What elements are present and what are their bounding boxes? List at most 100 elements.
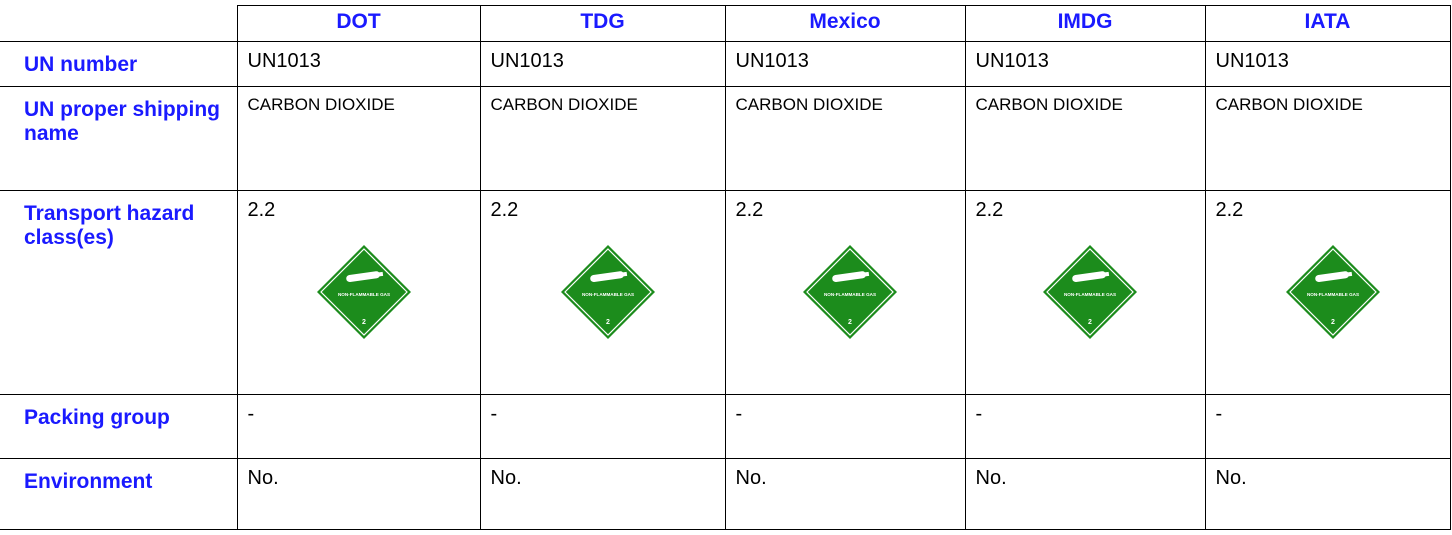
placard-diamond bbox=[1043, 245, 1137, 339]
table-row: UN proper shipping name CARBON DIOXIDE CAR… bbox=[0, 86, 1451, 191]
placard-border bbox=[319, 248, 408, 336]
cylinder-valve bbox=[1347, 271, 1352, 277]
cell-text: CARBON DIOXIDE bbox=[247, 95, 395, 114]
cell-text: UN1013 bbox=[735, 50, 809, 72]
placard-diamond bbox=[1285, 245, 1380, 339]
cylinder-valve bbox=[1104, 271, 1110, 277]
placard-label: NON-FLAMMABLE GAS bbox=[1064, 292, 1116, 297]
cell-text: 2.2 bbox=[1215, 199, 1244, 221]
data-cell: No. bbox=[1204, 458, 1451, 530]
gas-cylinder bbox=[1072, 271, 1110, 283]
column-header: Mexico bbox=[724, 5, 966, 42]
cell-text: - bbox=[490, 403, 498, 425]
data-cell: UN1013 bbox=[724, 41, 966, 87]
hazard-placard: NON-FLAMMABLE GAS 2 bbox=[316, 245, 411, 339]
row-label-cell: UN proper shipping name bbox=[0, 86, 238, 191]
column-header: DOT bbox=[236, 5, 481, 42]
table-row: Environment No. No. No. No. No. bbox=[0, 458, 1451, 530]
cell-text: - bbox=[247, 403, 255, 425]
gas-cylinder bbox=[832, 271, 870, 283]
cell-text: No. bbox=[735, 467, 767, 489]
placard-label: NON-FLAMMABLE GAS bbox=[824, 292, 876, 297]
row-label-cell: Environment bbox=[0, 458, 238, 530]
cell-text: UN1013 bbox=[1215, 50, 1289, 72]
placard-diamond bbox=[560, 245, 655, 339]
cylinder-valve bbox=[378, 271, 383, 277]
row-label: Environment bbox=[24, 470, 153, 493]
gas-cylinder bbox=[345, 271, 383, 283]
cell-text: CARBON DIOXIDE bbox=[490, 95, 638, 114]
data-cell: No. bbox=[479, 458, 726, 530]
hazard-placard: NON-FLAMMABLE GAS 2 bbox=[560, 245, 655, 339]
data-cell: CARBON DIOXIDE bbox=[724, 86, 966, 191]
data-cell: - bbox=[724, 394, 966, 459]
row-label: Transport hazard class(es) bbox=[24, 202, 195, 249]
row-label-cell: Transport hazard class(es) bbox=[0, 190, 238, 395]
cell-text: 2.2 bbox=[490, 199, 519, 221]
cell-text: CARBON DIOXIDE bbox=[735, 95, 883, 114]
placard-number: 2 bbox=[848, 319, 852, 326]
column-header: TDG bbox=[479, 5, 726, 42]
hazard-placard: NON-FLAMMABLE GAS 2 bbox=[803, 245, 897, 339]
cell-text: UN1013 bbox=[490, 50, 564, 72]
row-label: Packing group bbox=[24, 406, 170, 429]
data-cell: 2.2 NON-FLAMMABLE GAS 2 bbox=[964, 190, 1206, 395]
row-label: UN proper shipping name bbox=[24, 98, 220, 145]
data-cell: - bbox=[1204, 394, 1451, 459]
data-cell: CARBON DIOXIDE bbox=[1204, 86, 1451, 191]
data-cell: No. bbox=[236, 458, 481, 530]
cell-text: CARBON DIOXIDE bbox=[1215, 95, 1363, 114]
cell-text: No. bbox=[975, 467, 1007, 489]
data-cell: - bbox=[479, 394, 726, 459]
placard-label: NON-FLAMMABLE GAS bbox=[581, 292, 633, 297]
cylinder-valve bbox=[622, 271, 627, 277]
placard-border bbox=[1046, 248, 1134, 336]
cylinder-body bbox=[345, 271, 380, 283]
cylinder-body bbox=[589, 271, 624, 283]
placard-label: NON-FLAMMABLE GAS bbox=[1306, 292, 1358, 297]
cell-text: - bbox=[1215, 403, 1223, 425]
transport-table: DOT TDG Mexico IMDG IATA UN number UN1013 UN10… bbox=[0, 5, 1451, 530]
column-header: IMDG bbox=[964, 5, 1206, 42]
gas-cylinder bbox=[1314, 271, 1352, 283]
row-label-cell: UN number bbox=[0, 41, 238, 87]
data-cell: No. bbox=[724, 458, 966, 530]
placard-number: 2 bbox=[362, 319, 366, 326]
corner bbox=[0, 5, 238, 42]
cylinder-valve bbox=[864, 271, 870, 277]
cell-text: No. bbox=[1215, 467, 1247, 489]
data-cell: 2.2 NON-FLAMMABLE GAS 2 bbox=[479, 190, 726, 395]
data-cell: - bbox=[236, 394, 481, 459]
placard-number: 2 bbox=[606, 319, 610, 326]
placard-border bbox=[563, 248, 652, 336]
cell-text: 2.2 bbox=[247, 199, 276, 221]
cell-text: UN1013 bbox=[975, 50, 1049, 72]
table-row: Transport hazard class(es) 2.2 NON-FLAMMAB… bbox=[0, 190, 1451, 395]
page: DOT TDG Mexico IMDG IATA UN number UN1013 UN10… bbox=[0, 5, 1452, 535]
placard-border bbox=[806, 248, 894, 336]
cell-text: CARBON DIOXIDE bbox=[975, 95, 1123, 114]
data-cell: No. bbox=[964, 458, 1206, 530]
cell-text: No. bbox=[490, 467, 522, 489]
cylinder-body bbox=[832, 271, 866, 283]
row-label-cell: Packing group bbox=[0, 394, 238, 459]
hazard-placard: NON-FLAMMABLE GAS 2 bbox=[1043, 245, 1137, 339]
cylinder-body bbox=[1072, 271, 1106, 283]
data-cell: UN1013 bbox=[1204, 41, 1451, 87]
cell-text: 2.2 bbox=[975, 199, 1004, 221]
data-cell: UN1013 bbox=[479, 41, 726, 87]
data-cell: 2.2 NON-FLAMMABLE GAS 2 bbox=[236, 190, 481, 395]
data-cell: - bbox=[964, 394, 1206, 459]
data-cell: 2.2 NON-FLAMMABLE GAS 2 bbox=[724, 190, 966, 395]
row-label: UN number bbox=[24, 53, 138, 76]
table-row: Packing group - - - - - bbox=[0, 394, 1451, 459]
cell-text: UN1013 bbox=[247, 50, 321, 72]
header-row: DOT TDG Mexico IMDG IATA bbox=[0, 5, 1451, 42]
data-cell: CARBON DIOXIDE bbox=[479, 86, 726, 191]
cell-text: 2.2 bbox=[735, 199, 764, 221]
data-cell: UN1013 bbox=[964, 41, 1206, 87]
table-row: UN number UN1013 UN1013 UN1013 UN1013 UN1013 bbox=[0, 41, 1451, 87]
gas-cylinder bbox=[589, 271, 627, 283]
data-cell: CARBON DIOXIDE bbox=[236, 86, 481, 191]
placard-border bbox=[1288, 248, 1377, 336]
